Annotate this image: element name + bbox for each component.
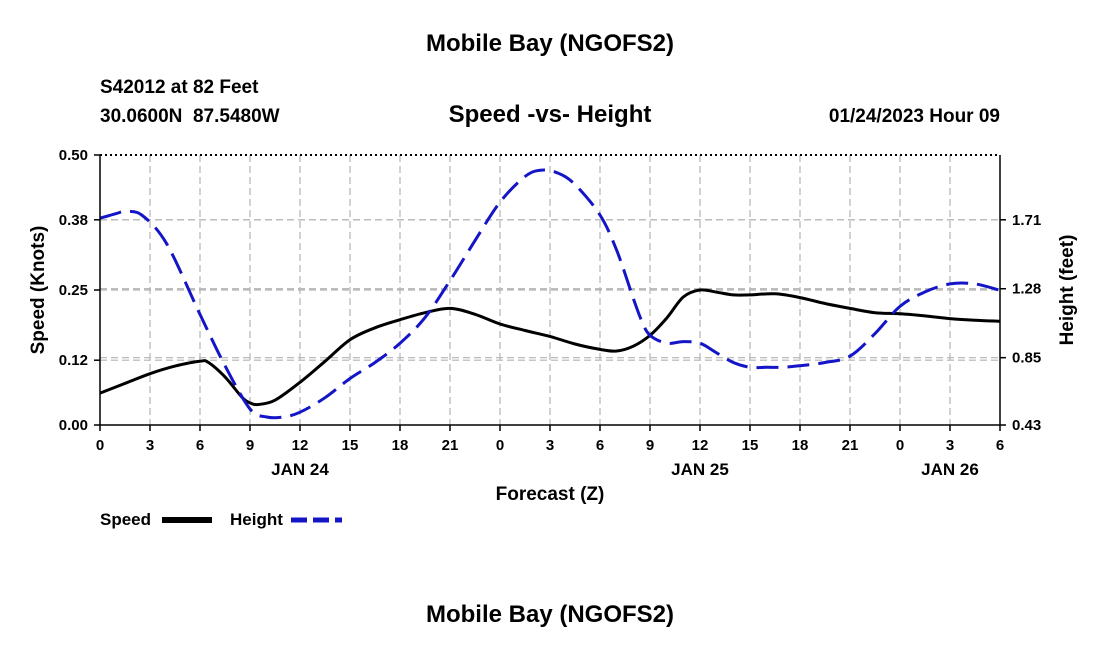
y-tick-label-right: 1.71 [1012, 212, 1041, 229]
y-tick-label-left: 0.50 [59, 147, 88, 164]
x-day-label: JAN 25 [671, 460, 729, 479]
station-label: S42012 at 82 Feet [100, 77, 259, 98]
y-tick-label-left: 0.25 [59, 282, 88, 299]
legend-label-speed: Speed [100, 510, 151, 529]
x-day-label: JAN 24 [271, 460, 329, 479]
y-axis-title-right: Height (feet) [1057, 235, 1078, 346]
x-tick-label: 15 [342, 437, 359, 454]
legend: Speed Height [100, 510, 342, 529]
y-tick-label-left: 0.00 [59, 417, 88, 434]
tick-labels: 0 3 6 9 12 15 18 21 0 3 6 9 12 15 18 21 0 3 6 JAN 24 JAN 25 J… [59, 147, 1041, 479]
x-tick-label: 21 [842, 437, 859, 454]
x-tick-label: 6 [996, 437, 1004, 454]
x-tick-label: 12 [292, 437, 309, 454]
x-tick-label: 6 [196, 437, 204, 454]
x-tick-label: 18 [792, 437, 809, 454]
x-tick-label: 0 [496, 437, 504, 454]
y-tick-label-left: 0.12 [59, 352, 88, 369]
x-tick-label: 3 [146, 437, 154, 454]
x-axis-title: Forecast (Z) [496, 484, 605, 505]
x-tick-label: 3 [946, 437, 954, 454]
x-tick-label: 3 [546, 437, 554, 454]
axes [94, 154, 1006, 431]
page-title-top: Mobile Bay (NGOFS2) [425, 30, 675, 57]
station-coordinates: 30.0600N 87.5480W [100, 106, 280, 127]
x-tick-label: 21 [442, 437, 459, 454]
x-tick-label: 0 [896, 437, 904, 454]
x-tick-label: 0 [96, 437, 104, 454]
x-tick-label: 6 [596, 437, 604, 454]
x-tick-label: 15 [742, 437, 759, 454]
page-title-bottom: Mobile Bay (NGOFS2) [425, 601, 675, 628]
x-tick-label: 9 [646, 437, 654, 454]
y-tick-label-left: 0.38 [59, 212, 88, 229]
y-tick-label-right: 0.85 [1012, 350, 1041, 367]
legend-label-height: Height [230, 510, 283, 529]
series-lines [99, 168, 1001, 420]
y-tick-label-right: 1.28 [1012, 281, 1041, 298]
y-axis-title-left: Speed (Knots) [28, 226, 49, 355]
chart-title: Speed -vs- Height [448, 101, 652, 128]
y-tick-label-right: 0.43 [1012, 417, 1041, 434]
x-day-label: JAN 26 [921, 460, 979, 479]
x-tick-label: 9 [246, 437, 254, 454]
forecast-timestamp: 01/24/2023 Hour 09 [828, 106, 1000, 127]
x-tick-label: 18 [392, 437, 409, 454]
x-tick-label: 12 [692, 437, 709, 454]
